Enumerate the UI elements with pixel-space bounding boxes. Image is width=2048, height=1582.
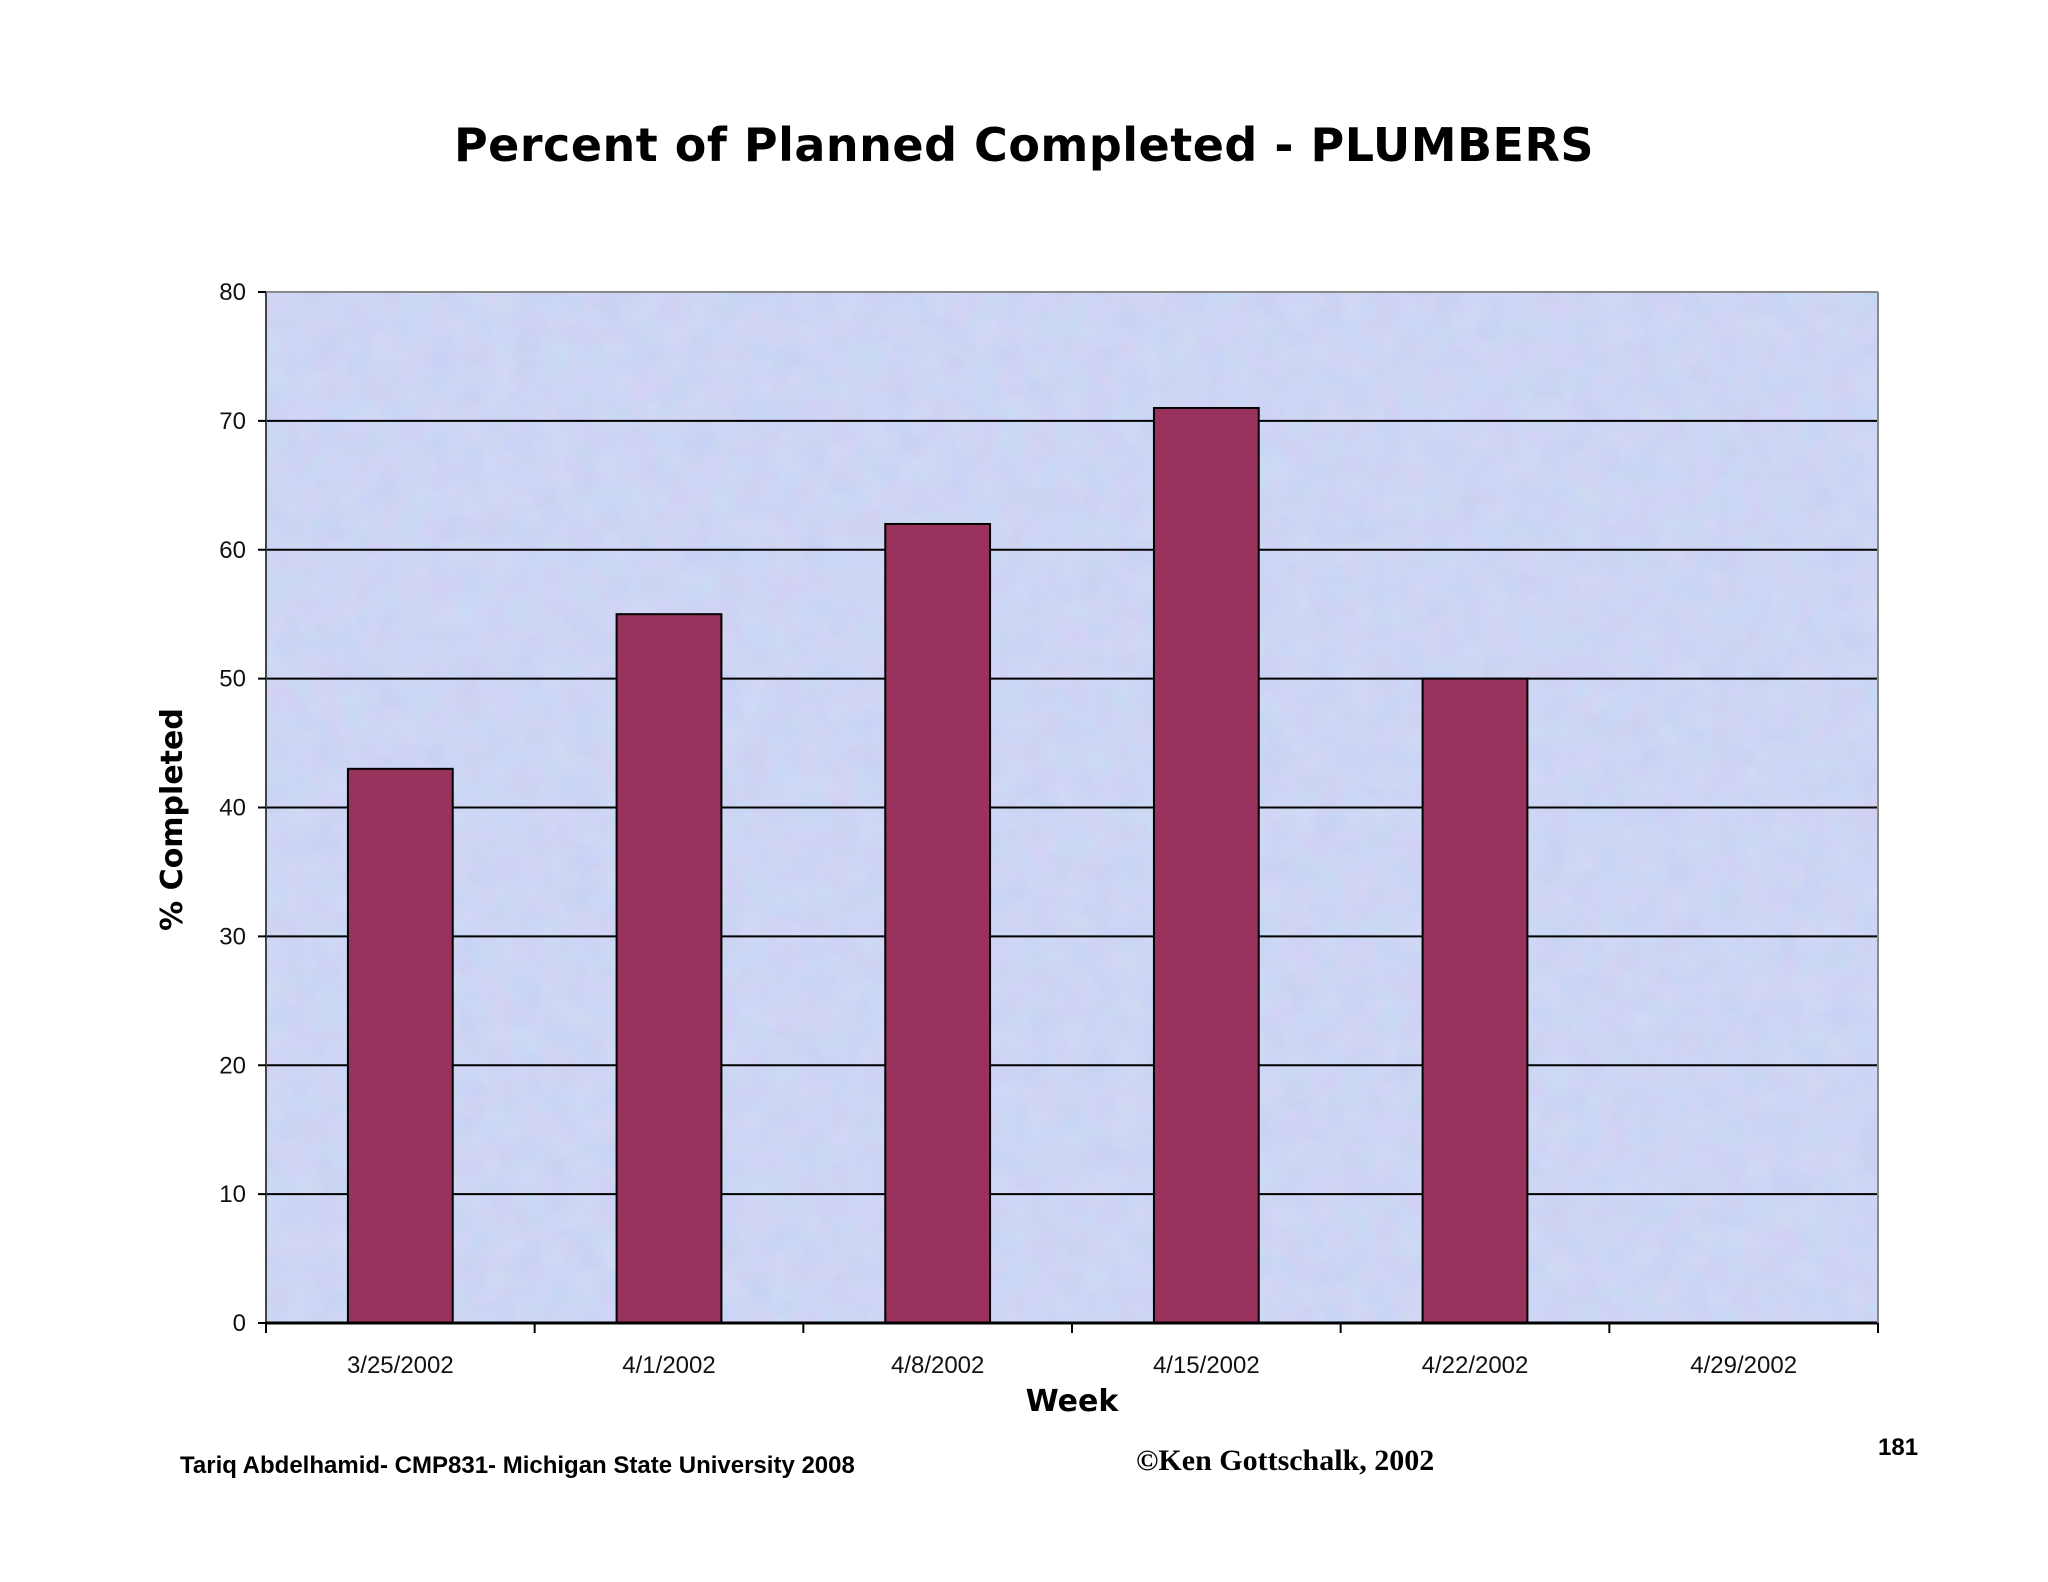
bar bbox=[346, 767, 454, 1324]
x-axis-title: Week bbox=[1026, 1384, 1120, 1419]
page-number: 181 bbox=[1878, 1434, 1919, 1461]
x-tick-label: 4/22/2002 bbox=[1422, 1352, 1529, 1379]
x-tick-label: 3/25/2002 bbox=[347, 1352, 454, 1379]
bar bbox=[1421, 677, 1529, 1324]
y-tick-label: 30 bbox=[219, 923, 246, 950]
bar bbox=[1152, 406, 1260, 1324]
footer-credit: Tariq Abdelhamid- CMP831- Michigan State… bbox=[180, 1452, 855, 1479]
chart-title: Percent of Planned Completed - PLUMBERS bbox=[453, 118, 1595, 172]
y-tick-label: 50 bbox=[219, 666, 246, 693]
bars bbox=[346, 406, 1529, 1324]
x-tick-label: 4/29/2002 bbox=[1690, 1352, 1797, 1379]
y-tick-label: 40 bbox=[219, 795, 246, 822]
y-axis-title: % Completed bbox=[155, 708, 190, 931]
footer-copyright: ©Ken Gottschalk, 2002 bbox=[1136, 1444, 1435, 1477]
y-tick-label: 70 bbox=[219, 408, 246, 435]
y-tick-labels: 0 10 20 30 40 50 60 70 80 bbox=[219, 279, 266, 1337]
bar bbox=[615, 613, 723, 1324]
x-tick-label: 4/15/2002 bbox=[1153, 1352, 1260, 1379]
y-tick-label: 80 bbox=[219, 279, 246, 306]
y-tick-label: 0 bbox=[233, 1310, 246, 1337]
x-tick-labels: 3/25/2002 4/1/2002 4/8/2002 4/15/2002 4/22/2… bbox=[265, 1323, 1879, 1379]
x-tick-label: 4/8/2002 bbox=[891, 1352, 984, 1379]
y-tick-label: 10 bbox=[219, 1181, 246, 1208]
y-tick-label: 20 bbox=[219, 1052, 246, 1079]
x-tick-label: 4/1/2002 bbox=[622, 1352, 715, 1379]
bar bbox=[884, 522, 992, 1324]
y-tick-label: 60 bbox=[219, 537, 246, 564]
